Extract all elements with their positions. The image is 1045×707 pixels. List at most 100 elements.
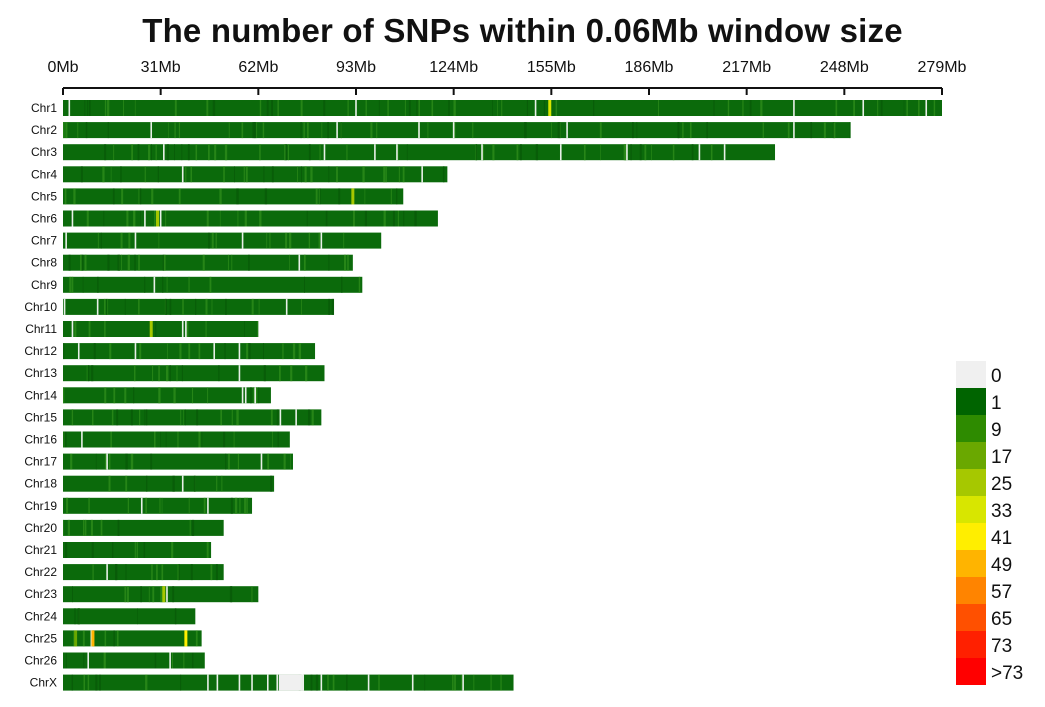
density-stripe — [73, 630, 74, 647]
density-stripe — [304, 276, 305, 293]
density-stripe — [248, 254, 250, 271]
legend-label: 0 — [991, 366, 1002, 387]
density-stripe — [877, 100, 879, 116]
density-stripe — [492, 144, 495, 161]
legend-label: 65 — [991, 609, 1012, 630]
density-stripe — [277, 100, 279, 116]
density-stripe — [73, 188, 76, 205]
density-stripe — [453, 100, 456, 116]
density-stripe — [211, 298, 213, 315]
density-stripe — [501, 100, 503, 116]
density-stripe — [206, 100, 208, 116]
chromosome-label: Chr15 — [24, 410, 57, 424]
density-stripe — [134, 542, 136, 558]
density-stripe — [632, 122, 634, 139]
density-stripe — [113, 387, 116, 404]
density-stripe — [244, 321, 245, 337]
density-stripe — [262, 122, 265, 139]
density-stripe — [307, 409, 311, 426]
density-stripe — [186, 321, 188, 337]
chromosome-label: Chr10 — [24, 300, 57, 314]
density-stripe — [95, 674, 98, 691]
gap-window — [411, 674, 414, 691]
gap-window — [216, 674, 219, 691]
density-stripe — [218, 365, 220, 382]
density-stripe — [160, 431, 161, 448]
gap-window — [65, 232, 67, 249]
density-stripe — [215, 232, 217, 249]
density-stripe — [253, 387, 255, 404]
density-stripe — [152, 586, 155, 603]
gap-window — [71, 321, 74, 337]
chromosome-row: Chr9 — [31, 276, 363, 293]
density-stripe — [127, 254, 130, 271]
density-stripe — [352, 210, 355, 227]
density-stripe — [338, 188, 341, 205]
density-stripe — [131, 144, 133, 161]
density-stripe — [205, 298, 208, 315]
chromosome-bar — [63, 630, 202, 647]
density-stripe — [600, 144, 601, 161]
density-stripe — [183, 409, 184, 426]
gap-window — [481, 144, 483, 161]
density-stripe — [224, 144, 228, 161]
density-stripe — [154, 652, 157, 669]
legend-swatch — [956, 361, 986, 388]
density-stripe — [259, 144, 261, 161]
density-stripe — [219, 188, 222, 205]
legend-label: 57 — [991, 582, 1012, 603]
density-stripe — [136, 542, 138, 558]
chromosome-label: Chr9 — [31, 278, 57, 292]
density-stripe — [72, 586, 73, 603]
gap-window — [295, 409, 297, 426]
density-stripe — [63, 431, 65, 448]
density-stripe — [104, 100, 107, 116]
density-stripe — [383, 210, 386, 227]
density-stripe — [64, 431, 67, 448]
density-stripe — [346, 674, 348, 691]
chromosome-row: Chr19 — [24, 497, 253, 514]
density-stripe — [102, 166, 105, 183]
density-stripe — [276, 409, 279, 426]
gap-window — [566, 122, 568, 139]
density-stripe — [454, 674, 456, 691]
density-stripe — [557, 122, 560, 139]
color-legend: 0 1 9 17 25 33 41 49 57 65 73 >73 — [956, 361, 1023, 685]
density-stripe — [156, 564, 158, 581]
density-stripe — [113, 144, 115, 161]
density-stripe — [749, 100, 752, 116]
density-stripe — [658, 100, 659, 116]
chromosome-label: Chr6 — [31, 212, 57, 226]
density-stripe — [70, 210, 72, 227]
chromosome-row: Chr22 — [24, 564, 224, 581]
legend-swatch — [956, 631, 986, 658]
chromosome-row: ChrX — [30, 674, 514, 691]
density-stripe — [162, 276, 164, 293]
density-stripe — [83, 674, 86, 691]
density-stripe — [810, 122, 813, 139]
density-stripe — [145, 497, 147, 514]
chromosome-row: Chr10 — [24, 298, 335, 315]
chromosome-row: Chr8 — [31, 254, 353, 271]
chromosome-row: Chr6 — [31, 210, 438, 227]
chromosome-row: Chr4 — [31, 166, 448, 183]
chromosome-label: Chr11 — [25, 322, 57, 336]
density-stripe — [903, 100, 905, 116]
density-stripe — [287, 144, 290, 161]
density-stripe — [117, 254, 120, 271]
density-stripe — [300, 122, 302, 139]
chromosome-label: Chr22 — [24, 565, 57, 579]
density-stripe — [93, 343, 96, 360]
density-stripe — [307, 122, 309, 139]
legend-label: 33 — [991, 501, 1012, 522]
density-stripe — [328, 254, 330, 271]
gap-window — [626, 144, 628, 161]
chromosome-row: Chr13 — [24, 365, 325, 382]
density-stripe — [151, 144, 152, 161]
density-stripe — [853, 100, 855, 116]
density-stripe — [174, 608, 177, 625]
chromosome-label: Chr5 — [31, 189, 57, 203]
density-stripe — [387, 100, 389, 116]
density-stripe — [107, 254, 110, 271]
